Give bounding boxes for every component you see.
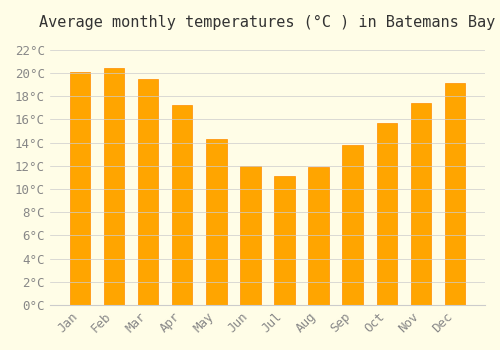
Bar (342, 145, 363, 305)
Bar (206, 139, 227, 305)
Bar (410, 103, 431, 305)
Bar (172, 105, 193, 305)
Bar (445, 83, 465, 305)
Bar (308, 167, 329, 305)
Bar (138, 79, 158, 305)
Bar (104, 68, 124, 305)
Bar (240, 166, 260, 305)
Bar (274, 176, 294, 305)
Bar (70, 72, 90, 305)
Bar (376, 123, 397, 305)
Title: Average monthly temperatures (°C ) in Batemans Bay: Average monthly temperatures (°C ) in Ba… (40, 15, 496, 30)
